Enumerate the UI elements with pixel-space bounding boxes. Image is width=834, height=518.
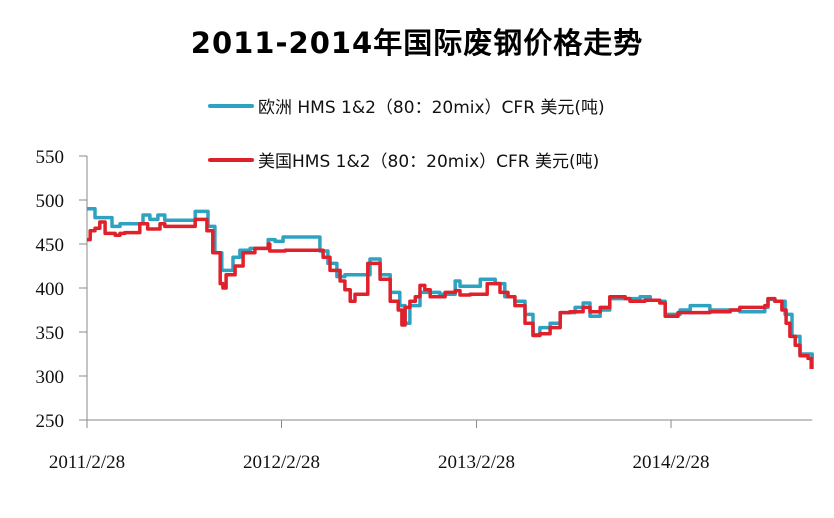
- y-tick-label: 350: [36, 323, 65, 344]
- x-tick-label: 2011/2/28: [49, 452, 125, 473]
- y-tick-label: 400: [36, 279, 65, 300]
- legend-label-usa: 美国HMS 1&2（80：20mix）CFR 美元(吨): [258, 152, 600, 172]
- series-line-europe: [87, 207, 814, 369]
- y-tick-label: 250: [36, 411, 65, 432]
- y-tick-label: 450: [36, 235, 65, 256]
- chart-title: 2011-2014年国际废钢价格走势: [190, 26, 644, 60]
- legend-item-europe: 欧洲 HMS 1&2（80：20mix）CFR 美元(吨): [208, 93, 605, 118]
- y-tick-label: 300: [36, 367, 65, 388]
- legend-label-europe: 欧洲 HMS 1&2（80：20mix）CFR 美元(吨): [258, 98, 605, 118]
- x-tick-label: 2012/2/28: [243, 452, 320, 473]
- x-tick-label: 2013/2/28: [438, 452, 515, 473]
- y-tick-label: 500: [36, 191, 65, 212]
- legend-swatch-europe: [208, 103, 254, 108]
- y-tick-label: 550: [36, 147, 65, 168]
- series-line-usa: [87, 217, 813, 369]
- legend-item-usa: 美国HMS 1&2（80：20mix）CFR 美元(吨): [208, 147, 599, 172]
- legend-swatch-usa: [208, 157, 254, 162]
- x-tick-label: 2014/2/28: [633, 452, 710, 473]
